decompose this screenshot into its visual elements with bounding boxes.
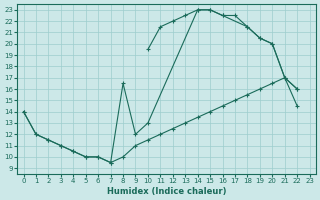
X-axis label: Humidex (Indice chaleur): Humidex (Indice chaleur) — [107, 187, 226, 196]
